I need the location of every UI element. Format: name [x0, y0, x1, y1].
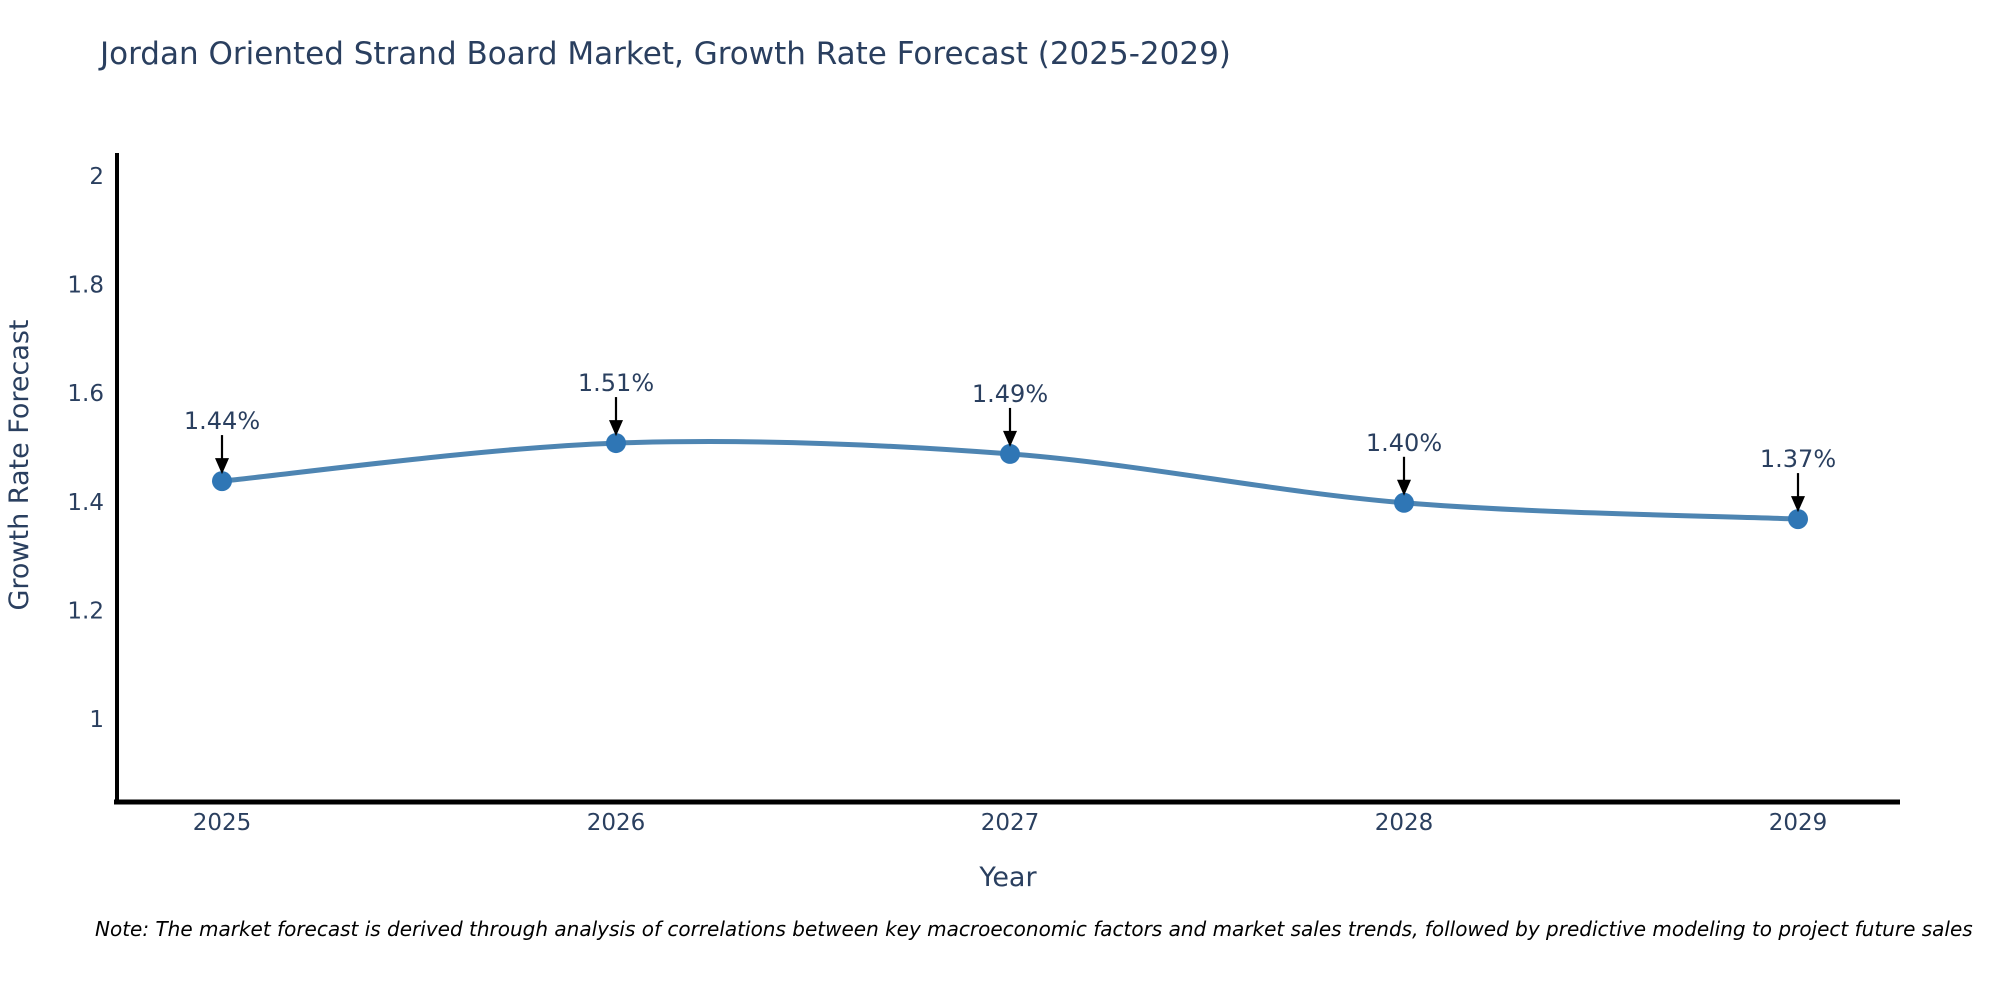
- data-point-marker: [1000, 443, 1020, 464]
- y-tick-label: 1.2: [67, 598, 104, 624]
- data-point-label: 1.51%: [578, 369, 654, 397]
- data-point-label: 1.40%: [1366, 429, 1442, 457]
- x-tick-label: 2027: [981, 810, 1040, 836]
- data-point-marker: [606, 433, 626, 454]
- x-tick-label: 2026: [587, 810, 646, 836]
- data-point-label: 1.37%: [1760, 445, 1836, 473]
- x-tick-label: 2029: [1769, 810, 1828, 836]
- y-tick-label: 1: [89, 707, 104, 733]
- data-point-marker: [1788, 509, 1808, 530]
- x-axis-title: Year: [978, 862, 1037, 893]
- y-tick-label: 1.8: [67, 273, 104, 299]
- y-tick-label: 1.6: [67, 381, 104, 407]
- data-point-label: 1.44%: [184, 407, 260, 435]
- data-point-marker: [212, 471, 232, 492]
- y-tick-label: 1.4: [67, 490, 104, 516]
- data-point-marker: [1394, 492, 1414, 513]
- annotation-arrowhead: [1791, 496, 1805, 513]
- x-tick-label: 2028: [1375, 810, 1434, 836]
- x-tick-label: 2025: [193, 810, 252, 836]
- annotation-arrowhead: [215, 458, 229, 475]
- chart-title: Jordan Oriented Strand Board Market, Gro…: [100, 36, 1231, 72]
- annotation-arrowhead: [1397, 479, 1411, 496]
- annotation-arrowhead: [609, 420, 623, 437]
- y-tick-label: 2: [89, 164, 104, 190]
- data-point-label: 1.49%: [972, 380, 1048, 408]
- footnote: Note: The market forecast is derived thr…: [95, 917, 1973, 941]
- y-axis-title: Growth Rate Forecast: [4, 319, 35, 610]
- annotation-arrowhead: [1003, 430, 1017, 447]
